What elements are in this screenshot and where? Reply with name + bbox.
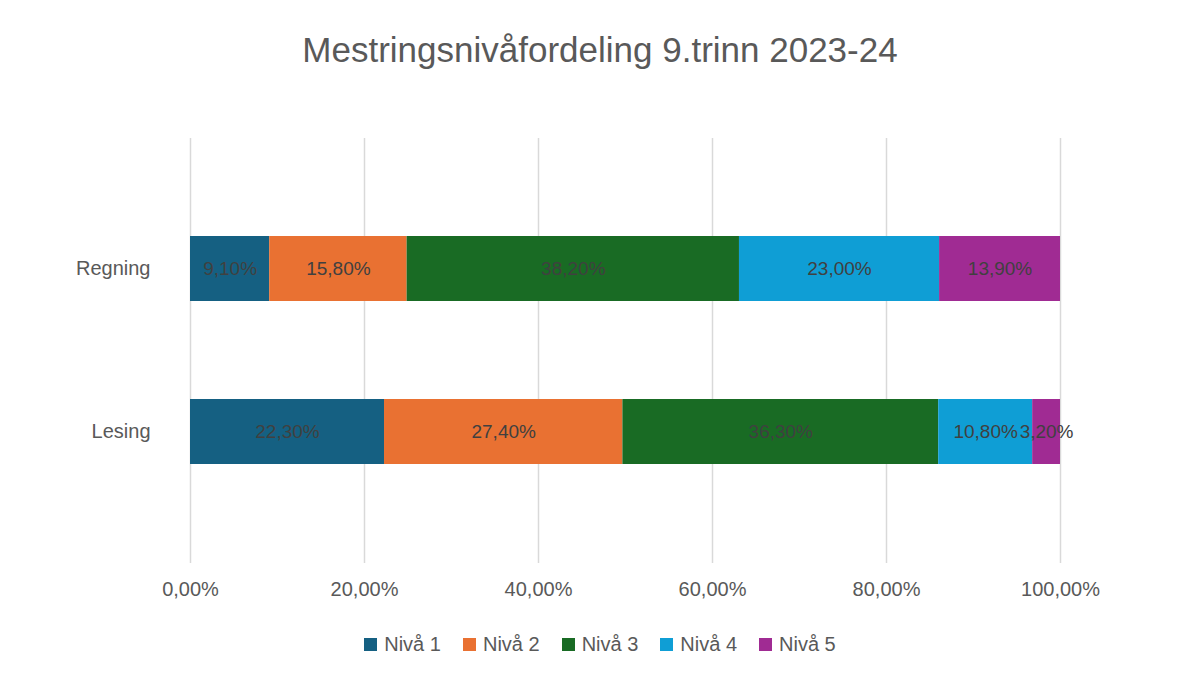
- html-text:Nivå 3: Nivå 3: [581, 633, 639, 655]
- svg-text:9,10%: 9,10%: [203, 258, 257, 279]
- svg-text:22,30%: 22,30%: [255, 421, 320, 442]
- svg-text:38,20%: 38,20%: [541, 258, 606, 279]
- html-text:Nivå 5: Nivå 5: [779, 633, 836, 655]
- svg-text:36,30%: 36,30%: [749, 421, 814, 442]
- svg-text:Lesing: Lesing: [92, 420, 151, 442]
- svg-text:40,00%: 40,00%: [505, 578, 573, 600]
- svg-text:100,00%: 100,00%: [1021, 578, 1100, 600]
- svg-text:0,00%: 0,00%: [162, 578, 219, 600]
- svg-text:80,00%: 80,00%: [853, 578, 921, 600]
- svg-text:3,20%: 3,20%: [1020, 421, 1074, 442]
- svg-text:27,40%: 27,40%: [471, 421, 536, 442]
- svg-text:20,00%: 20,00%: [331, 578, 399, 600]
- svg-text:Regning: Regning: [76, 257, 151, 279]
- html-text:Nivå 4: Nivå 4: [680, 633, 737, 655]
- svg-text:10,80%: 10,80%: [953, 421, 1018, 442]
- html-text:Nivå 2: Nivå 2: [482, 633, 540, 655]
- html-text:Nivå 1: Nivå 1: [384, 633, 441, 655]
- svg-text:15,80%: 15,80%: [306, 258, 371, 279]
- html-text:Mestringsnivåfordeling 9.trinn: Mestringsnivåfordeling 9.trinn 2023-24: [302, 30, 898, 69]
- svg-text:60,00%: 60,00%: [679, 578, 747, 600]
- svg-text:23,00%: 23,00%: [807, 258, 872, 279]
- svg-text:13,90%: 13,90%: [968, 258, 1033, 279]
